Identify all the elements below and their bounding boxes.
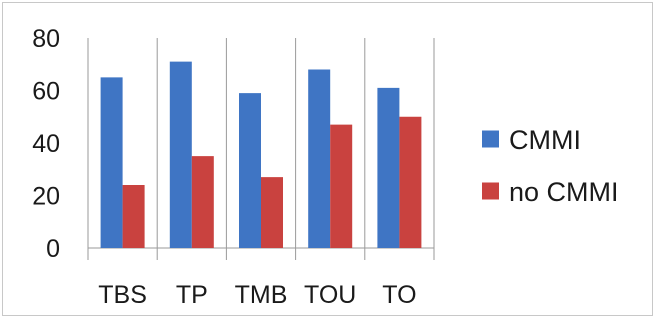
x-category-label: TBS	[98, 281, 147, 309]
x-category-labels: TBS TP TMB TOU TO	[98, 281, 416, 309]
legend-swatch	[482, 182, 499, 200]
y-tick-label: 80	[32, 25, 60, 53]
legend-label: no CMMI	[509, 177, 619, 207]
bar-no-cmmi-tmb	[261, 177, 283, 248]
bar-no-cmmi-to	[399, 116, 422, 248]
bar-cmmi-to	[377, 87, 400, 248]
bar-cmmi-tp	[169, 61, 192, 248]
legend-label: CMMI	[509, 125, 581, 155]
x-category-label: TO	[382, 281, 416, 309]
y-tick-label: 0	[46, 235, 60, 263]
y-tick-label: 20	[32, 183, 60, 211]
chart-axes	[87, 38, 435, 260]
y-tick-label: 40	[32, 130, 60, 158]
chart-bars	[100, 61, 422, 248]
bar-no-cmmi-tp	[191, 156, 214, 248]
x-category-label: TMB	[235, 281, 288, 309]
bar-cmmi-tou	[308, 69, 331, 248]
bar-cmmi-tmb	[239, 93, 261, 248]
legend-swatch	[482, 130, 499, 148]
x-category-label: TOU	[304, 281, 356, 309]
y-tick-labels: 0 20 40 60 80	[32, 25, 60, 263]
bar-no-cmmi-tbs	[122, 185, 145, 248]
bar-no-cmmi-tou	[330, 124, 353, 248]
chart-legend: CMMI no CMMI	[482, 125, 619, 207]
x-category-label: TP	[176, 281, 208, 309]
bar-cmmi-tbs	[100, 77, 123, 248]
y-tick-label: 60	[32, 78, 60, 106]
